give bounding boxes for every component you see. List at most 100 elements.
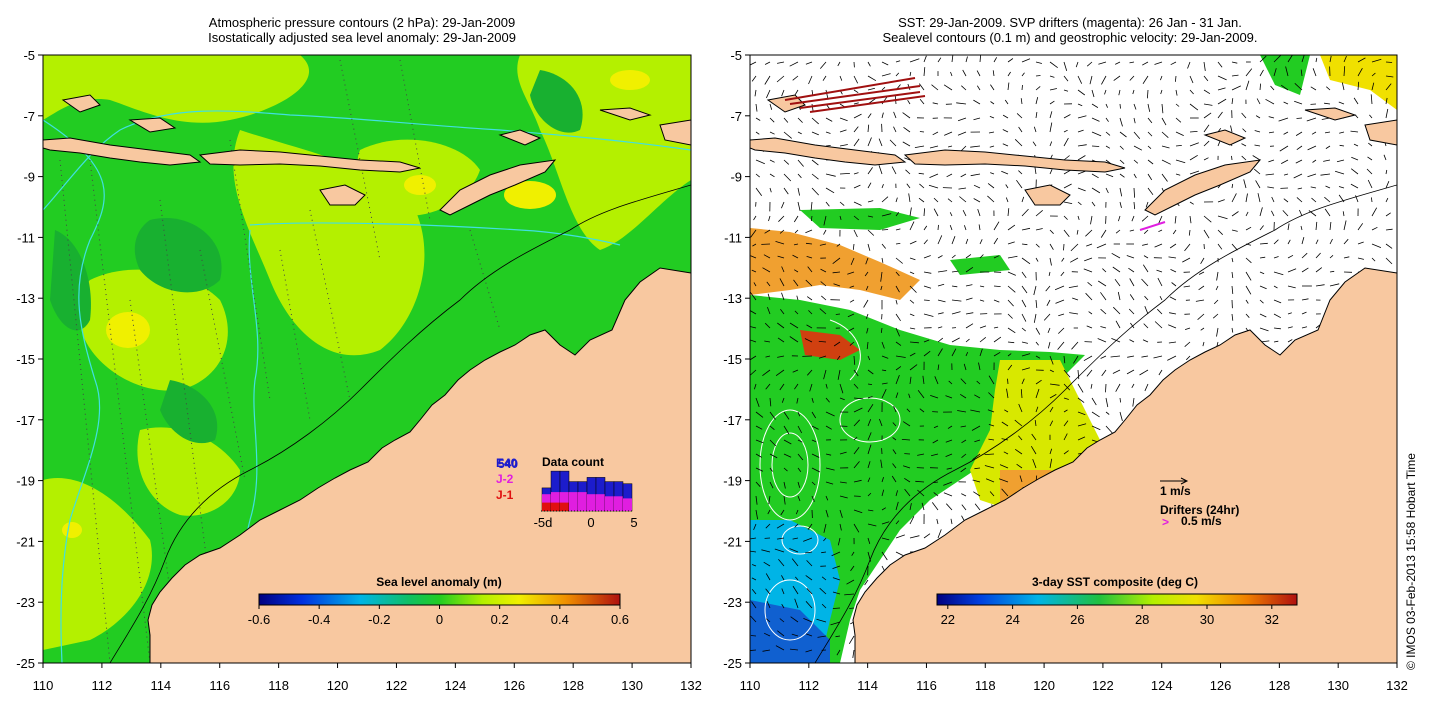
velocity-arrow — [1320, 173, 1331, 176]
velocity-arrow — [806, 256, 813, 259]
velocity-arrow — [808, 75, 813, 85]
velocity-arrow — [755, 495, 758, 505]
velocity-arrow — [1115, 383, 1121, 392]
velocity-arrow — [818, 341, 827, 343]
velocity-arrow — [810, 215, 813, 222]
velocity-arrow — [932, 131, 939, 136]
velocity-arrow — [777, 322, 785, 329]
velocity-arrow — [1231, 211, 1239, 217]
velocity-arrow — [923, 350, 931, 357]
velocity-arrow — [1371, 197, 1373, 203]
velocity-arrow — [780, 509, 785, 516]
velocity-arrow — [918, 83, 925, 91]
velocity-arrow — [1119, 411, 1123, 422]
velocity-arrow — [1133, 173, 1137, 179]
velocity-arrow — [797, 467, 802, 472]
velocity-arrow — [1132, 397, 1135, 407]
velocity-arrow — [906, 183, 911, 189]
velocity-arrow — [1189, 75, 1194, 84]
velocity-arrow — [1189, 154, 1198, 161]
velocity-arrow — [1001, 170, 1009, 175]
velocity-arrow — [755, 411, 764, 418]
velocity-arrow — [1245, 271, 1252, 281]
velocity-arrow — [1091, 145, 1100, 147]
velocity-arrow — [866, 327, 869, 334]
velocity-arrow — [1018, 435, 1023, 441]
velocity-arrow — [965, 284, 973, 287]
velocity-arrow — [1105, 145, 1111, 149]
velocity-arrow — [1128, 267, 1135, 273]
velocity-arrow — [1175, 159, 1186, 164]
velocity-arrow — [1216, 271, 1219, 281]
data-count-bar-j1 — [542, 502, 551, 511]
velocity-arrow — [805, 279, 813, 287]
velocity-arrow — [762, 267, 771, 273]
velocity-arrow — [923, 239, 928, 245]
velocity-arrow — [839, 117, 848, 122]
velocity-arrow — [1343, 66, 1346, 77]
velocity-arrow — [1241, 155, 1247, 161]
velocity-arrow — [769, 159, 775, 163]
velocity-arrow — [750, 615, 757, 623]
velocity-arrow — [951, 299, 962, 302]
velocity-arrow — [825, 201, 830, 207]
velocity-arrow — [957, 410, 967, 413]
velocity-arrow — [1021, 378, 1025, 385]
velocity-arrow — [867, 444, 872, 455]
velocity-arrow — [853, 523, 860, 533]
velocity-arrow — [1063, 229, 1070, 238]
velocity-arrow — [763, 561, 771, 567]
velocity-arrow — [1014, 139, 1023, 147]
velocity-arrow — [811, 117, 819, 125]
x-tick-label: 126 — [503, 678, 525, 693]
velocity-arrow — [764, 322, 771, 329]
velocity-arrow — [1077, 397, 1085, 403]
velocity-arrow — [881, 369, 887, 372]
velocity-arrow — [1189, 170, 1200, 175]
velocity-arrow — [1184, 327, 1191, 330]
velocity-arrow — [1077, 423, 1087, 427]
velocity-arrow — [931, 84, 939, 91]
velocity-arrow — [923, 225, 928, 231]
velocity-arrow — [961, 85, 967, 91]
velocity-arrow — [792, 369, 799, 373]
data-count-bar-j1 — [560, 502, 569, 511]
velocity-arrow — [879, 418, 883, 427]
velocity-arrow — [1007, 341, 1015, 344]
velocity-arrow — [750, 326, 757, 329]
velocity-arrow — [1119, 397, 1121, 403]
velocity-arrow — [1301, 326, 1308, 329]
velocity-arrow — [1271, 210, 1275, 217]
velocity-arrow — [1021, 196, 1025, 203]
velocity-arrow — [1269, 131, 1275, 134]
velocity-arrow — [777, 355, 785, 358]
velocity-arrow — [792, 75, 799, 81]
velocity-arrow — [1175, 75, 1177, 82]
velocity-arrow — [1007, 241, 1015, 245]
velocity-arrow — [1385, 257, 1393, 265]
velocity-arrow — [850, 565, 855, 572]
velocity-arrow — [779, 278, 785, 287]
velocity-arrow — [1252, 155, 1261, 161]
velocity-arrow — [853, 126, 859, 133]
velocity-arrow — [763, 632, 771, 637]
velocity-arrow — [919, 183, 925, 189]
velocity-arrow — [930, 453, 939, 457]
velocity-arrow — [1021, 72, 1025, 77]
velocity-arrow — [947, 425, 953, 429]
velocity-arrow — [1371, 257, 1376, 262]
velocity-arrow — [769, 103, 773, 110]
velocity-arrow — [1156, 269, 1163, 273]
velocity-arrow — [998, 478, 1009, 483]
velocity-arrow — [1047, 327, 1051, 334]
velocity-arrow — [1077, 129, 1084, 133]
velocity-arrow — [895, 490, 898, 497]
velocity-arrow — [769, 397, 772, 407]
velocity-arrow — [951, 348, 957, 357]
velocity-arrow — [1097, 338, 1107, 343]
velocity-arrow — [1254, 130, 1261, 133]
velocity-arrow — [1035, 228, 1043, 231]
velocity-arrow — [1007, 299, 1014, 307]
velocity-arrow — [1323, 159, 1331, 162]
velocity-arrow — [893, 126, 897, 133]
